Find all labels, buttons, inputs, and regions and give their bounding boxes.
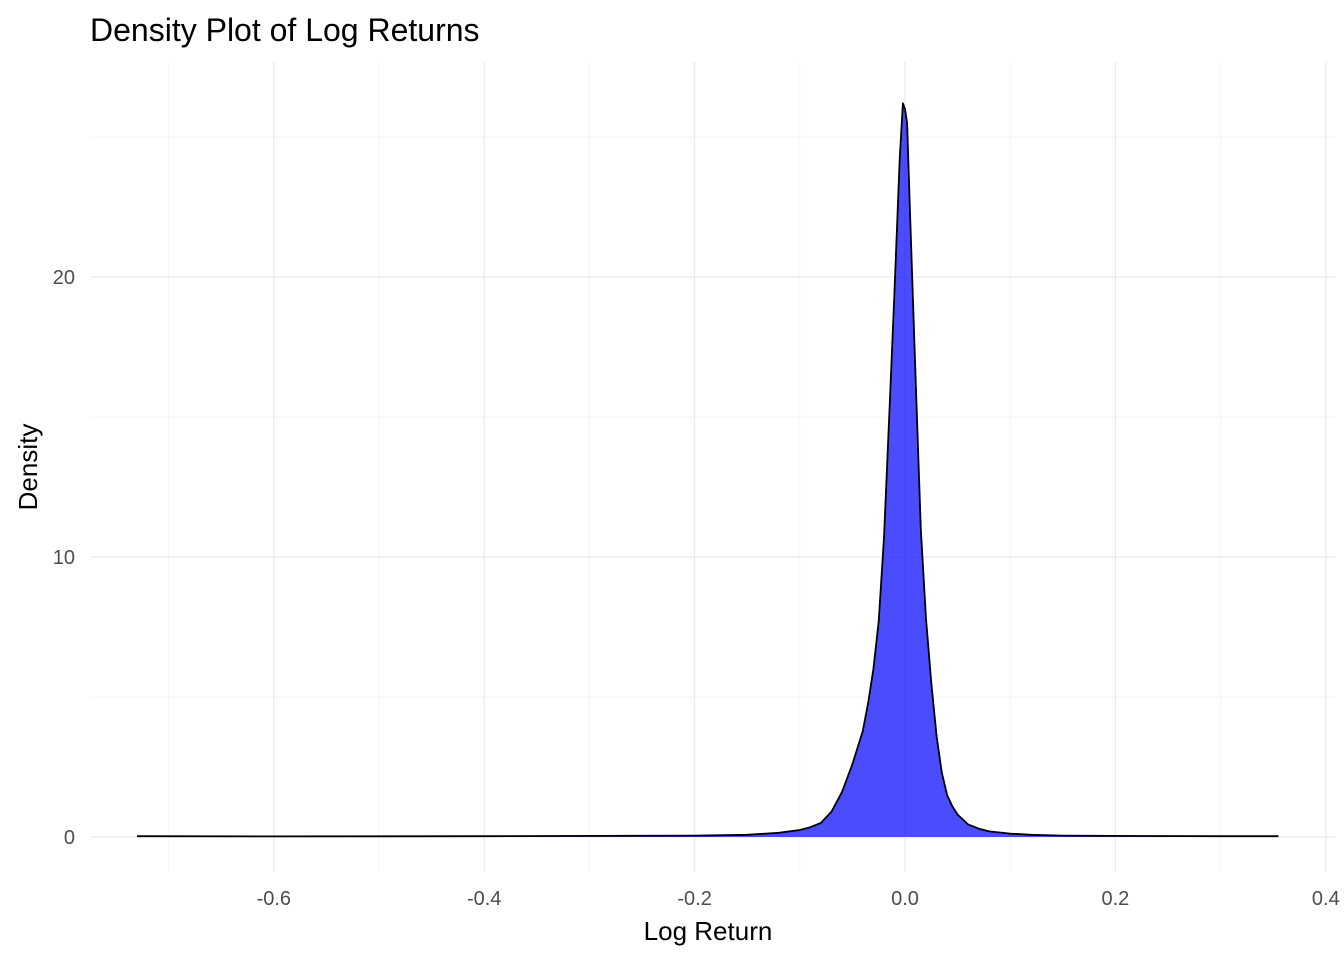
density-area-layer — [136, 102, 1279, 838]
y-axis-title: Density — [13, 424, 43, 511]
chart-title: Density Plot of Log Returns — [90, 12, 480, 48]
x-tick-label: 0.2 — [1101, 888, 1129, 910]
x-tick-label: -0.2 — [677, 888, 711, 910]
density-fill — [137, 103, 1279, 837]
tick-label-layer: -0.6 -0.4 -0.2 0.0 0.2 0.4 0 10 20 — [53, 267, 1340, 910]
grid-layer — [90, 62, 1335, 872]
x-tick-label: 0.0 — [891, 888, 919, 910]
x-tick-label: 0.4 — [1312, 888, 1340, 910]
y-tick-label: 10 — [53, 547, 75, 569]
x-axis-title: Log Return — [644, 916, 773, 946]
y-tick-label: 0 — [64, 827, 75, 849]
density-line — [136, 102, 1279, 838]
x-tick-label: -0.6 — [257, 888, 291, 910]
y-tick-label: 20 — [53, 267, 75, 289]
x-tick-label: -0.4 — [467, 888, 501, 910]
